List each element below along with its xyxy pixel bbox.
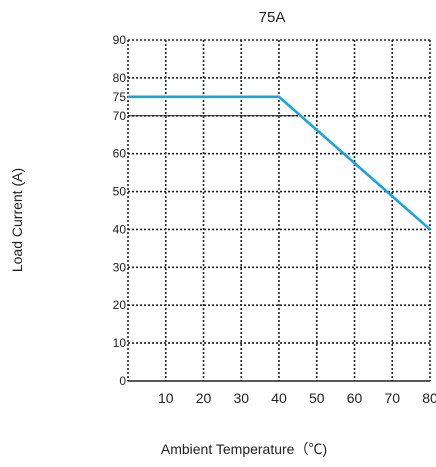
y-tick-label-20: 20 — [113, 298, 127, 312]
y-tick-label-60: 60 — [113, 147, 127, 161]
x-tick-labels: 10 20 30 40 50 60 70 80 — [158, 390, 436, 406]
y-tick-label-90: 90 — [113, 33, 127, 47]
y-tick-label-0: 0 — [119, 374, 126, 388]
x-tick-label-80: 80 — [422, 390, 436, 406]
y-tick-label-70: 70 — [113, 109, 127, 123]
y-tick-label-10: 10 — [113, 336, 127, 350]
y-tick-label-50: 50 — [113, 185, 127, 199]
y-axis-label: Load Current (A) — [9, 168, 25, 272]
x-tick-label-70: 70 — [384, 390, 400, 406]
x-tick-label-50: 50 — [309, 390, 325, 406]
y-tick-label-75: 75 — [113, 90, 127, 104]
x-axis-label: Ambient Temperature（℃) — [161, 441, 327, 457]
grid — [127, 39, 431, 382]
y-tick-label-80: 80 — [113, 71, 127, 85]
x-tick-label-20: 20 — [196, 390, 212, 406]
y-tick-labels: 0 10 20 30 40 50 60 70 75 80 90 — [113, 33, 127, 388]
x-tick-label-40: 40 — [271, 390, 287, 406]
series-layer — [127, 95, 431, 231]
x-tick-label-10: 10 — [158, 390, 174, 406]
x-tick-label-60: 60 — [347, 390, 363, 406]
y-tick-label-40: 40 — [113, 222, 127, 236]
y-tick-label-30: 30 — [113, 260, 127, 274]
chart-title: 75A — [259, 9, 286, 26]
x-tick-label-30: 30 — [233, 390, 249, 406]
